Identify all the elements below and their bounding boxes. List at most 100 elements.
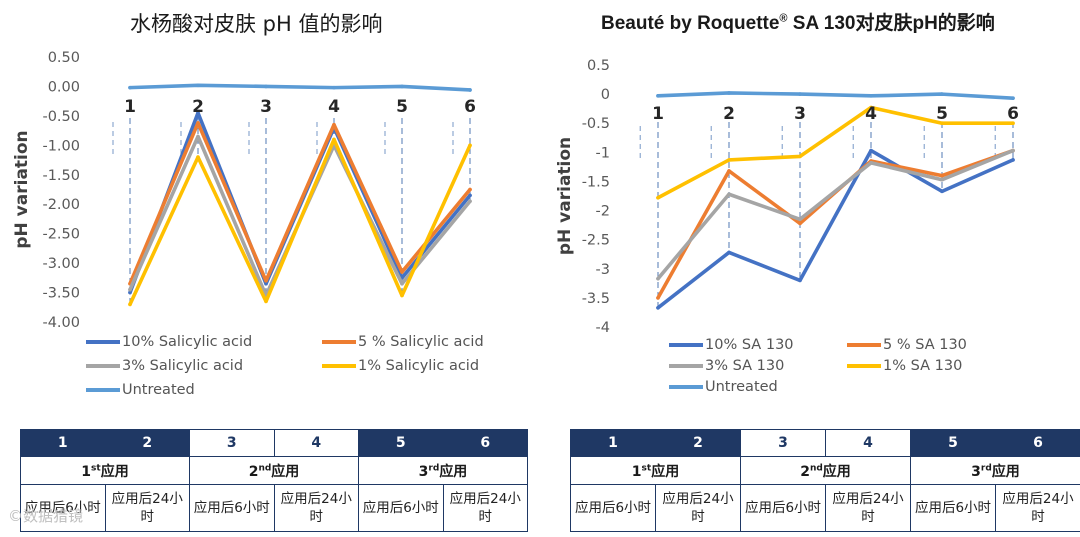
y-tick-label: -0.5	[582, 116, 610, 132]
data-point	[128, 287, 132, 292]
table-cell-time: 应用后24小时	[442, 484, 528, 532]
data-point	[1011, 158, 1015, 162]
y-tick-label: -0.50	[42, 109, 80, 125]
table-cell-number: 5	[358, 429, 444, 457]
data-point	[656, 276, 660, 281]
table-cell-time: 应用后24小时	[273, 484, 359, 532]
y-tick-label: -3	[596, 262, 610, 278]
data-point	[196, 111, 200, 115]
data-point	[400, 281, 404, 286]
data-point	[1011, 96, 1015, 100]
legend-item: Untreated	[669, 379, 778, 395]
y-axis-label: pH variation	[12, 130, 32, 248]
data-point	[400, 84, 404, 89]
series-line	[128, 137, 472, 307]
legend-item: 10% Salicylic acid	[86, 334, 252, 350]
category-label: 6	[1007, 104, 1019, 124]
legend-item: 10% SA 130	[669, 337, 794, 353]
y-tick-label: -4.00	[42, 315, 80, 331]
legend-label: 3% SA 130	[705, 358, 785, 374]
table-cell-number: 2	[655, 429, 741, 457]
data-point	[332, 85, 336, 90]
series-line	[656, 91, 1015, 100]
legend-swatch	[669, 364, 703, 368]
table-cell-time: 应用后6小时	[189, 484, 275, 532]
category-label: 2	[192, 97, 204, 117]
y-tick-label: 0.00	[48, 79, 80, 95]
table-cell-number: 3	[740, 429, 826, 457]
table-cell-time: 应用后6小时	[570, 484, 656, 532]
table-cell-application: 1st应用	[570, 456, 741, 485]
data-point	[128, 85, 132, 90]
table-cell-time: 应用后6小时	[910, 484, 996, 532]
data-point	[196, 83, 200, 88]
data-point	[468, 143, 472, 148]
table-cell-number: 2	[104, 429, 190, 457]
table-cell-number: 5	[910, 429, 996, 457]
legend-swatch	[86, 364, 120, 368]
legend-item: 1% SA 130	[847, 358, 962, 374]
series-line	[656, 148, 1015, 281]
data-point	[196, 134, 200, 139]
data-point	[727, 158, 731, 162]
data-point	[940, 189, 944, 194]
legend-swatch	[669, 343, 703, 347]
y-tick-label: 0.5	[587, 58, 610, 74]
legend-item: 3% SA 130	[669, 358, 784, 374]
data-point	[468, 193, 472, 198]
data-point	[264, 278, 268, 283]
data-point	[468, 187, 472, 192]
series-line	[656, 105, 1015, 200]
y-tick-label: -1.5	[582, 174, 610, 190]
legend-label: 3% Salicylic acid	[122, 358, 244, 374]
legend-label: Untreated	[122, 382, 195, 398]
data-point	[869, 94, 873, 98]
table-cell-application: 2nd应用	[189, 456, 359, 485]
series-line	[128, 121, 472, 286]
legend-swatch	[322, 364, 356, 368]
left-chart-title: 水杨酸对皮肤 pH 值的影响	[130, 12, 383, 36]
data-point	[128, 290, 132, 295]
table-cell-time: 应用后24小时	[655, 484, 741, 532]
left-chart-plot: 0.50 0.00 -0.50 -1.00 -1.50 -2.00 -2.50 -3.00 -3…	[12, 50, 476, 331]
legend-item: 3% Salicylic acid	[86, 358, 243, 374]
watermark-logo: ©数据猎镜	[8, 507, 84, 525]
data-point	[727, 250, 731, 255]
data-point	[940, 121, 944, 126]
right-chart-title: Beauté by Roquette® SA 130对皮肤pH的影响	[601, 12, 995, 34]
right-chart-panel: Beauté by Roquette® SA 130对皮肤pH的影响 0.5 0 -…	[545, 0, 1080, 537]
left-application-table: 1 2 3 4 5 6 1st应用 2nd应用 3rd应用 应用后6小时 应用后…	[20, 429, 528, 532]
table-cell-time: 应用后24小时	[825, 484, 911, 532]
legend-label: 1% Salicylic acid	[358, 358, 480, 374]
legend-swatch	[847, 343, 881, 347]
table-cell-time: 应用后6小时	[740, 484, 826, 532]
table-cell-time: 应用后6小时	[358, 484, 444, 532]
table-cell-number: 3	[189, 429, 275, 457]
table-cell-application: 3rd应用	[910, 456, 1080, 485]
data-point	[1011, 148, 1015, 153]
category-label: 5	[396, 97, 408, 117]
legend-label: Untreated	[705, 379, 778, 395]
category-label: 1	[652, 104, 664, 124]
data-point	[869, 161, 873, 165]
table-cell-time: 应用后6小时	[20, 484, 106, 532]
category-label: 3	[260, 97, 272, 117]
data-point	[798, 154, 802, 159]
legend-swatch	[669, 385, 703, 389]
data-point	[798, 92, 802, 96]
table-cell-application: 2nd应用	[740, 456, 911, 485]
legend-label: 5 % Salicylic acid	[358, 334, 484, 350]
category-label: 5	[936, 104, 948, 124]
data-point	[468, 199, 472, 204]
y-tick-label: -3.5	[582, 291, 610, 307]
data-point	[798, 278, 802, 283]
y-tick-label: -1	[596, 145, 610, 161]
series-line	[128, 83, 472, 92]
table-cell-application: 1st应用	[20, 456, 190, 485]
table-cell-number: 1	[570, 429, 656, 457]
data-point	[264, 281, 268, 286]
category-label: 3	[794, 104, 806, 124]
data-point	[196, 155, 200, 159]
legend-label: 10% Salicylic acid	[122, 334, 253, 350]
table-cell-number: 1	[20, 429, 106, 457]
